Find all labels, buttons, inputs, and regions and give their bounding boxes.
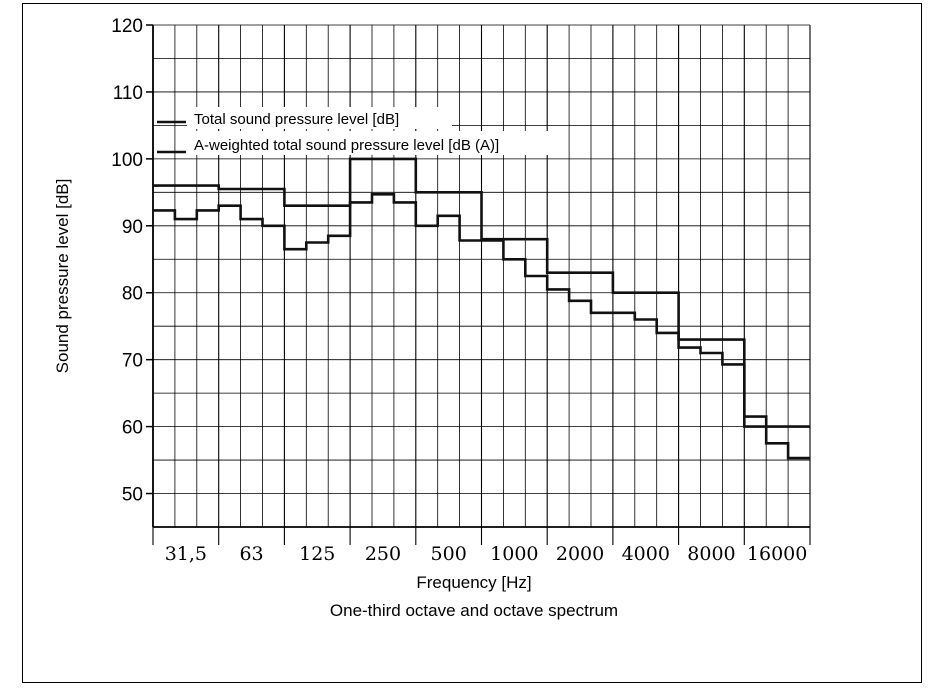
y-tick-label: 100 xyxy=(111,150,143,171)
x-tick-label: 2000 xyxy=(556,543,604,565)
x-axis-title: Frequency [Hz] xyxy=(416,573,531,592)
y-tick-label: 50 xyxy=(122,485,143,506)
y-tick-label: 120 xyxy=(111,16,143,37)
x-tick-label: 4000 xyxy=(622,543,670,565)
legend-label-total: Total sound pressure level [dB] xyxy=(194,111,399,128)
legend-box-a-weighted xyxy=(187,131,562,155)
x-tick-label: 250 xyxy=(365,543,401,565)
x-tick-label: 16000 xyxy=(747,543,807,565)
x-tick-label: 63 xyxy=(239,543,263,565)
chart-subtitle: One-third octave and octave spectrum xyxy=(330,601,618,620)
x-tick-label: 125 xyxy=(299,543,335,565)
x-tick-label: 31,5 xyxy=(165,543,207,565)
x-tick-label: 8000 xyxy=(687,543,735,565)
y-tick-label: 70 xyxy=(122,351,143,372)
y-tick-label: 110 xyxy=(113,83,143,104)
x-tick-label: 500 xyxy=(431,543,467,565)
y-tick-label: 80 xyxy=(122,284,143,305)
legend-box-total xyxy=(187,107,452,129)
y-tick-label: 60 xyxy=(122,418,143,439)
y-axis-title: Sound pressure level [dB] xyxy=(53,179,72,374)
series-a-weighted-spl-line xyxy=(153,193,810,460)
x-tick-label: 1000 xyxy=(490,543,538,565)
y-tick-label: 90 xyxy=(122,217,143,238)
legend-label-a-weighted: A-weighted total sound pressure level [d… xyxy=(194,137,499,154)
figure-frame xyxy=(22,3,922,683)
